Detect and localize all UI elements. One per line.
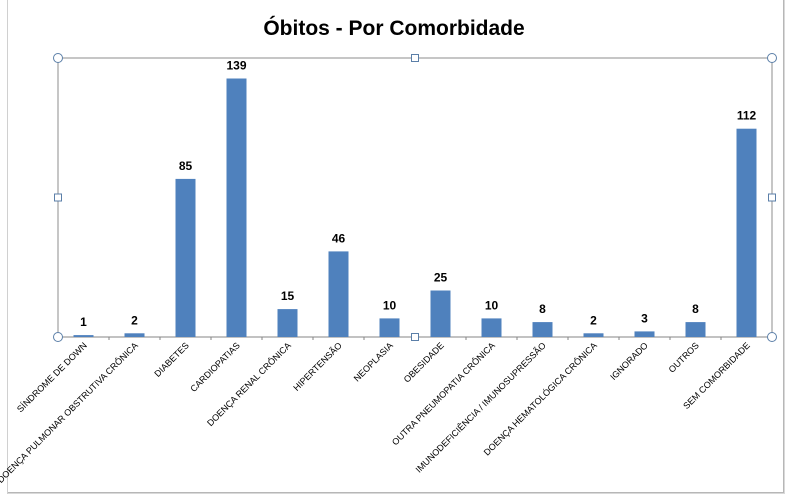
resize-handle-corner[interactable] [767,53,777,63]
resize-handle-side[interactable] [768,193,776,202]
resize-handle-corner[interactable] [53,332,63,342]
data-label: 3 [641,311,648,325]
data-labels-group: 1 2 85 139 15 46 10 25 10 8 2 3 8 112 [80,59,756,330]
data-label: 2 [590,313,597,327]
data-label: 1 [80,315,87,329]
x-tick-label: IGNORADO [608,340,650,382]
data-label: 139 [226,59,246,73]
x-tick-label: CARDIOPATIAS [188,340,242,394]
data-label: 2 [131,313,138,327]
x-tick-label: OUTROS [667,340,701,374]
data-label: 85 [179,159,193,173]
resize-handle-side[interactable] [54,193,62,202]
bar[interactable] [277,309,298,337]
selection-handles[interactable] [53,53,777,342]
data-label: 10 [383,298,397,312]
bars-group [73,78,757,338]
bar[interactable] [73,335,94,337]
bar[interactable] [583,333,604,337]
data-label: 8 [692,302,699,316]
x-tick-label: DOENÇA RENAL CRÔNICA [205,340,293,428]
resize-handle-corner[interactable] [53,53,63,63]
plot-frame[interactable] [57,57,773,338]
resize-handle-corner[interactable] [767,332,777,342]
bar[interactable] [175,178,196,337]
data-label: 10 [485,298,499,312]
x-tick-label: HIPERTENSÃO [291,340,344,393]
bar[interactable] [379,318,400,337]
bar[interactable] [532,322,553,337]
data-label: 25 [434,271,448,285]
x-tick-label: NEOPLASIA [352,340,395,383]
spreadsheet-edge [0,0,8,494]
data-label: 15 [281,289,295,303]
x-tick-label: OBESIDADE [402,340,446,384]
resize-handle-side[interactable] [411,333,419,341]
resize-handle-side[interactable] [411,54,419,62]
data-label: 46 [332,231,346,245]
bar[interactable] [226,78,247,338]
bar[interactable] [481,318,502,337]
x-tick-label: DOENÇA HEMATOLÓGICA CRÔNICA [482,340,599,457]
x-tick-label: DIABETES [152,340,191,379]
bar[interactable] [634,331,655,337]
bar[interactable] [685,322,706,337]
chart-title: Óbitos - Por Comorbidade [263,16,524,40]
bar[interactable] [430,290,451,338]
bar[interactable] [328,251,349,337]
data-label: 8 [539,302,546,316]
plot-area-border[interactable] [57,57,773,338]
bar[interactable] [736,128,757,337]
data-label: 112 [737,109,757,123]
bar[interactable] [124,333,145,337]
x-tick-label: OUTRA PNEUMOPATIA CRÔNICA [390,340,497,447]
